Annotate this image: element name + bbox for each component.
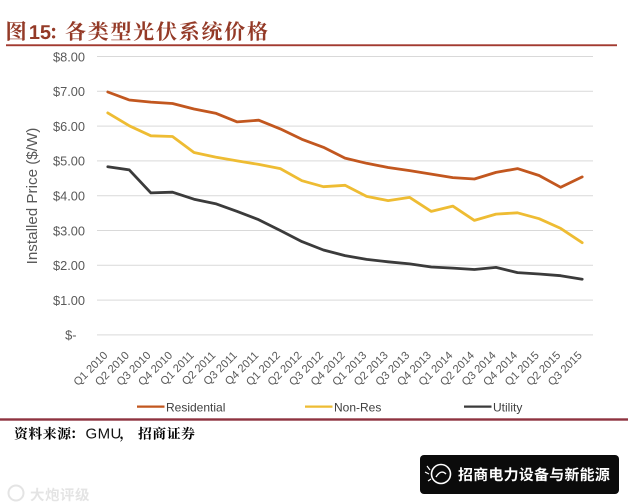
svg-text:$7.00: $7.00 [53,84,85,99]
svg-text:Installed Price ($/W): Installed Price ($/W) [24,128,41,265]
svg-text:$-: $- [65,328,76,343]
svg-text:$6.00: $6.00 [53,119,85,134]
svg-text:$2.00: $2.00 [53,258,85,273]
svg-text:Utility: Utility [493,400,522,414]
svg-text:GMU: GMU [86,426,122,443]
svg-text:Non-Res: Non-Res [334,400,381,414]
svg-text:Residential: Residential [166,400,225,414]
svg-text:$4.00: $4.00 [53,189,85,204]
svg-text:$8.00: $8.00 [53,49,85,64]
svg-text:$5.00: $5.00 [53,154,85,169]
svg-text:$1.00: $1.00 [53,293,85,308]
svg-text:$3.00: $3.00 [53,223,85,238]
